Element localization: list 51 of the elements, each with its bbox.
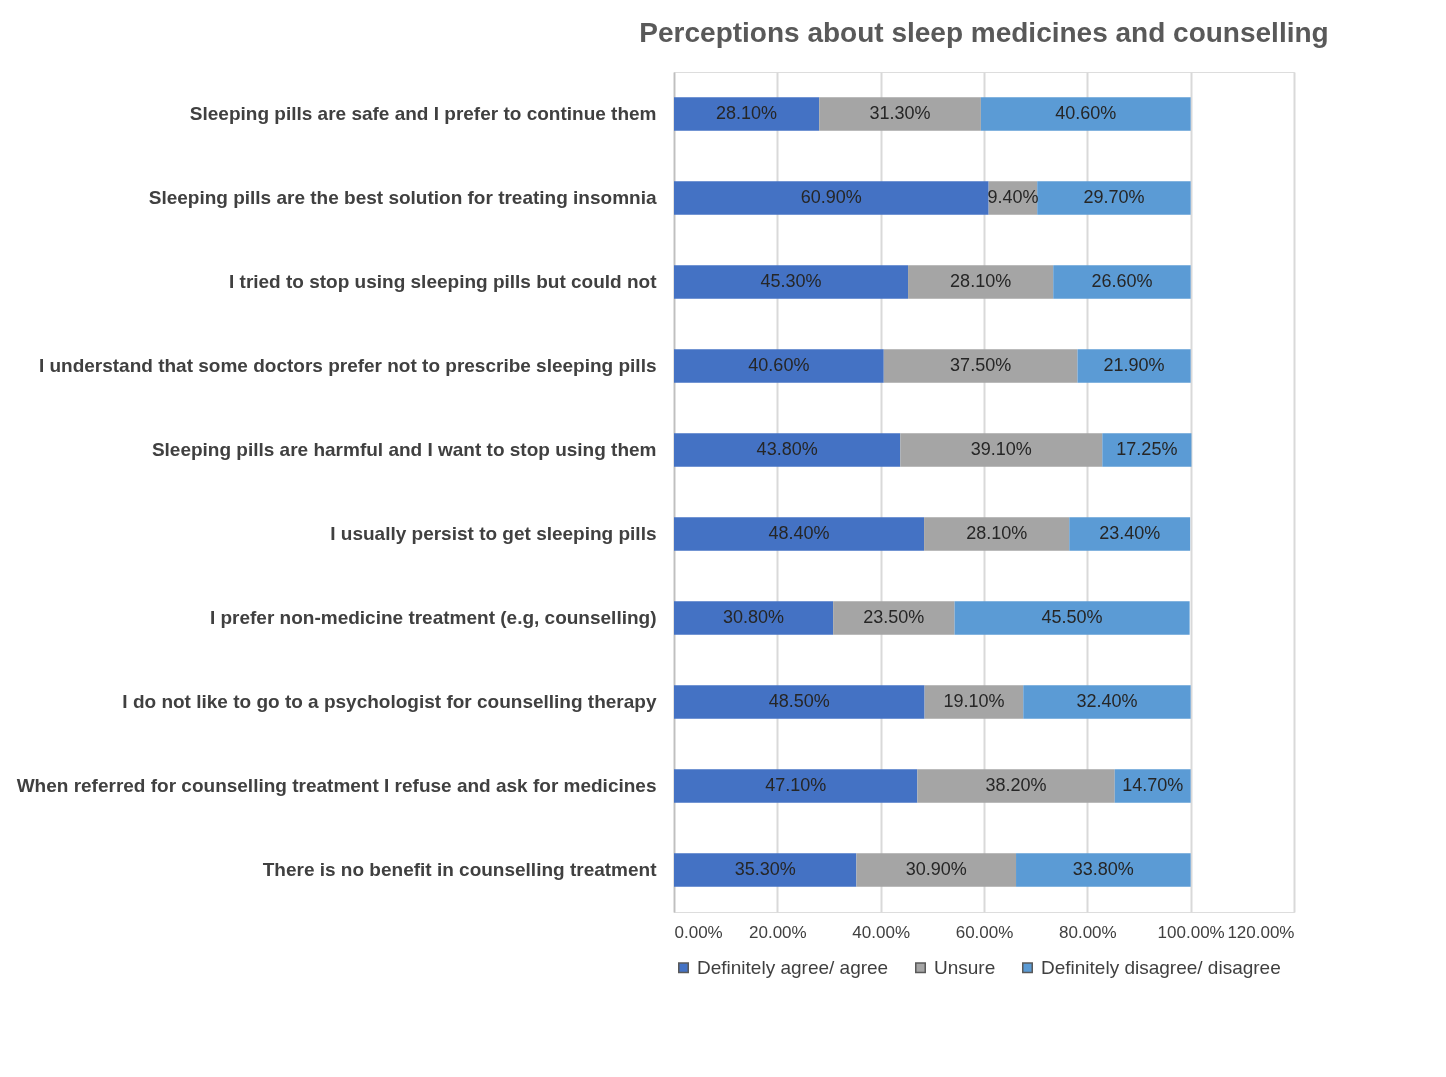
y-tick-label: I usually persist to get sleeping pills [330,523,657,544]
y-tick-label: I understand that some doctors prefer not to prescribe sleeping pills [38,355,657,376]
data-label: 19.10% [943,691,1005,711]
data-label: 28.10% [950,271,1012,291]
data-label: 48.50% [768,691,830,711]
x-tick-label: 20.00% [749,922,807,942]
y-tick-label: There is no benefit in counselling treatment [262,859,658,880]
x-tick-label: 40.00% [852,922,910,942]
data-label: 23.40% [1099,523,1161,543]
data-label: 38.20% [985,775,1047,795]
x-tick-label: 100.00% [1157,922,1225,942]
data-label: 17.25% [1116,439,1178,459]
y-tick-label: When referred for counselling treatment I refuse and ask for medicines [16,775,657,796]
data-label: 30.80% [723,607,785,627]
y-tick-label: I prefer non-medicine treatment (e.g, counselling) [209,607,657,628]
data-label: 43.80% [756,439,818,459]
y-tick-label: I tried to stop using sleeping pills but could not [229,271,658,292]
data-label: 29.70% [1083,187,1145,207]
data-label: 21.90% [1103,355,1165,375]
legend-label: Unsure [934,956,996,978]
data-label: 31.30% [869,103,931,123]
data-label: 28.10% [966,523,1028,543]
data-label: 48.40% [768,523,830,543]
data-label: 45.30% [760,271,822,291]
y-tick-label: I do not like to go to a psychologist for counselling therapy [122,691,657,712]
data-label: 32.40% [1076,691,1138,711]
data-label: 47.10% [765,775,827,795]
legend-label: Definitely disagree/ disagree [1041,956,1281,978]
x-tick-label: 80.00% [1059,922,1117,942]
data-label: 35.30% [734,859,796,879]
data-label: 40.60% [748,355,810,375]
data-label: 60.90% [800,187,862,207]
data-label: 33.80% [1072,859,1134,879]
x-tick-label: 120.00% [1227,922,1295,942]
y-tick-label: Sleeping pills are the best solution for treating insomnia [148,187,657,208]
chart-title: Perceptions about sleep medicines and counselling [639,17,1329,48]
data-label: 37.50% [950,355,1012,375]
data-label: 40.60% [1055,103,1117,123]
y-tick-label: Sleeping pills are harmful and I want to stop using them [151,439,657,460]
data-label: 45.50% [1041,607,1103,627]
data-label: 28.10% [716,103,778,123]
data-label: 9.40% [987,187,1039,207]
x-tick-label: 60.00% [955,922,1014,942]
y-tick-label: Sleeping pills are safe and I prefer to continue them [189,103,657,124]
data-label: 23.50% [863,607,925,627]
data-label: 26.60% [1091,271,1153,291]
data-label: 30.90% [905,859,967,879]
x-tick-label: 0.00% [674,922,723,942]
legend-label: Definitely agree/ agree [697,956,889,978]
data-label: 14.70% [1122,775,1184,795]
data-label: 39.10% [970,439,1032,459]
